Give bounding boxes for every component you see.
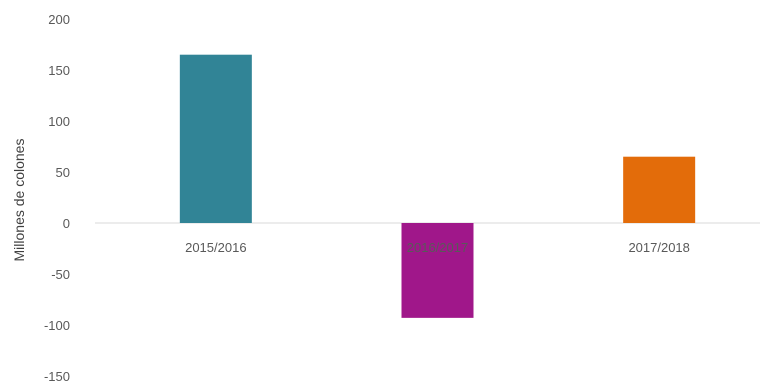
- x-tick-label: 2017/2018: [628, 240, 689, 255]
- bar-2015-2016: [179, 54, 252, 224]
- y-tick-label: -100: [44, 318, 70, 333]
- bars: [179, 54, 696, 318]
- bar-2017-2018: [623, 156, 696, 223]
- y-tick-label: 200: [48, 12, 70, 27]
- y-tick-label: -150: [44, 369, 70, 384]
- y-tick-label: 0: [63, 216, 70, 231]
- x-tick-labels: 2015/2016 2016/2017 2017/2018: [185, 240, 690, 255]
- x-tick-label: 2016/2017: [407, 240, 468, 255]
- y-tick-label: 50: [56, 165, 70, 180]
- y-tick-labels: 200 150 100 50 0 -50 -100 -150: [44, 12, 70, 384]
- y-tick-label: 150: [48, 63, 70, 78]
- x-tick-label: 2015/2016: [185, 240, 246, 255]
- bar-2016-2017: [401, 223, 474, 318]
- y-tick-label: 100: [48, 114, 70, 129]
- y-tick-label: -50: [51, 267, 70, 282]
- y-axis-label: Millones de colones: [11, 139, 27, 262]
